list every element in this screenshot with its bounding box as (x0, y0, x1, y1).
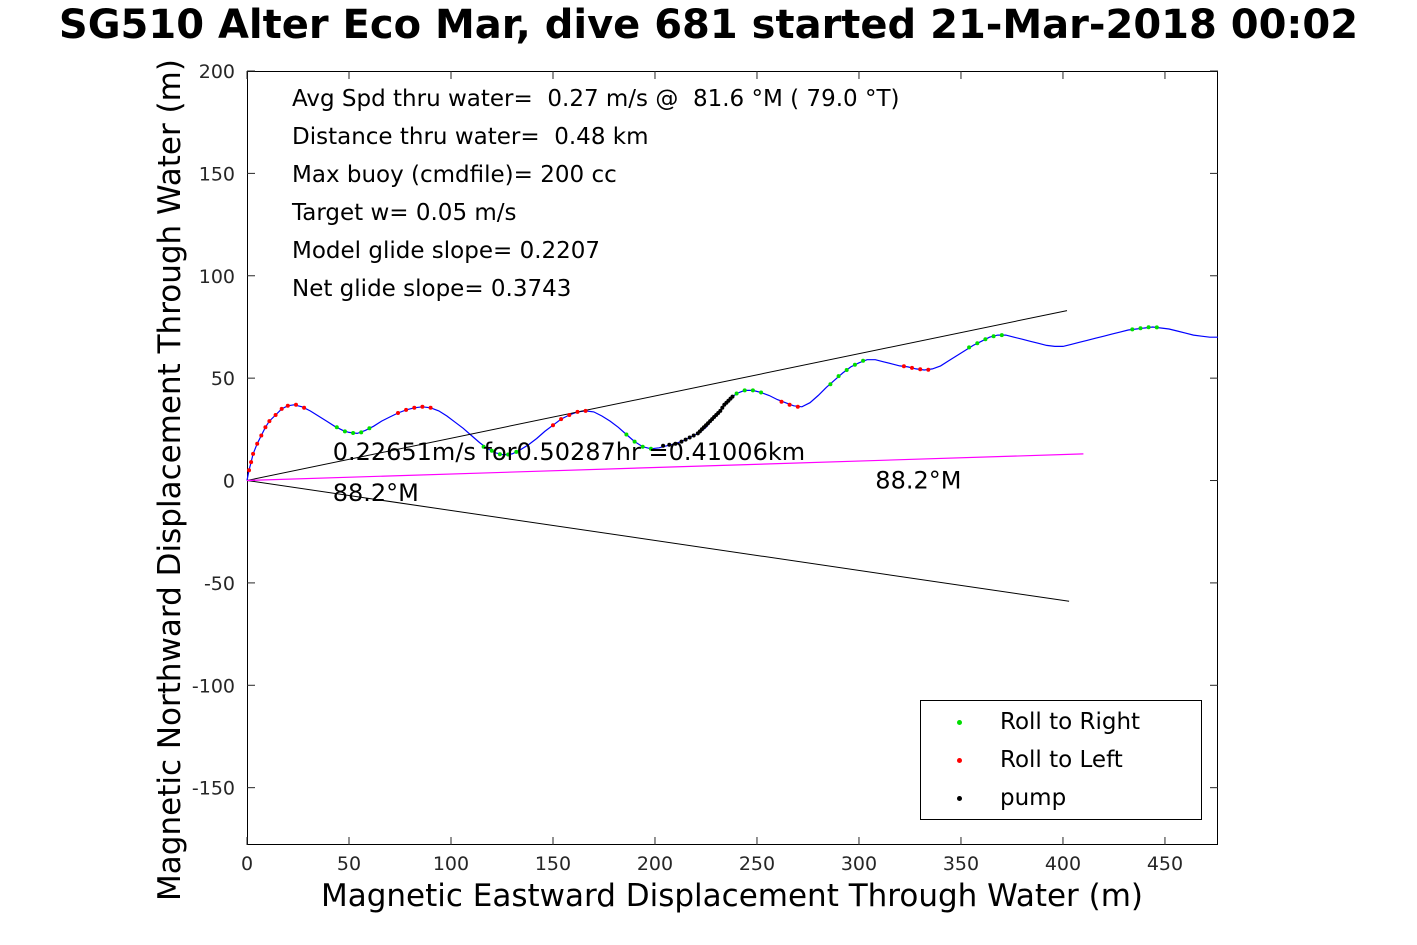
legend-entry-roll-right: Roll to Right (921, 703, 1201, 741)
x-axis-label: Magnetic Eastward Displacement Through W… (320, 878, 1144, 914)
stat-target-w: Target w= 0.05 m/s (292, 200, 517, 226)
y-tick-label: 0 (223, 471, 235, 493)
x-tick-label: 0 (241, 853, 253, 875)
roll-left-marker-icon (957, 757, 962, 763)
x-tick-label: 100 (433, 853, 469, 875)
x-tick-label: 300 (841, 853, 877, 875)
stat-max-buoy: Max buoy (cmdfile)= 200 cc (292, 162, 617, 188)
x-tick-label: 150 (535, 853, 571, 875)
y-tick-label: 100 (199, 266, 235, 288)
series-bearing-fan-upper (246, 310, 1068, 481)
roll-right-marker-icon (957, 719, 962, 725)
markers-pump (661, 394, 735, 448)
legend-entry-pump: pump (921, 779, 1201, 817)
plot-annotation-1: 88.2°M (333, 479, 419, 507)
legend-label: pump (1000, 785, 1067, 811)
stat-net-glide: Net glide slope= 0.3743 (292, 276, 572, 302)
series-bearing-fan-lower (246, 480, 1070, 602)
y-tick-label: -150 (192, 778, 235, 800)
plot-annotation-2: 88.2°M (875, 467, 961, 495)
y-tick-label: 150 (199, 163, 235, 185)
x-tick-label: 400 (1045, 853, 1081, 875)
stat-distance: Distance thru water= 0.48 km (292, 124, 649, 150)
y-tick-label: -50 (204, 573, 235, 595)
stats-annotation-block: Avg Spd thru water= 0.27 m/s @ 81.6 °M (… (292, 80, 899, 308)
markers-roll-to-right (334, 325, 1159, 457)
x-tick-label: 450 (1147, 853, 1183, 875)
legend-label: Roll to Left (1000, 747, 1123, 773)
x-tick-label: 250 (739, 853, 775, 875)
legend-entry-roll-left: Roll to Left (921, 741, 1201, 779)
markers-roll-to-left (247, 364, 931, 473)
figure-title: SG510 Alter Eco Mar, dive 681 started 21… (58, 2, 1359, 48)
stat-avg-speed: Avg Spd thru water= 0.27 m/s @ 81.6 °M (… (292, 86, 900, 112)
series-avg-displacement-line (246, 453, 1084, 482)
plot-annotation-0: 0.22651m/s for0.50287hr =0.41006km (333, 438, 805, 466)
pump-marker-icon (957, 795, 962, 801)
y-tick-label: 200 (199, 61, 235, 83)
x-tick-label: 200 (637, 853, 673, 875)
y-tick-label: 50 (211, 368, 235, 390)
x-tick-label: 350 (943, 853, 979, 875)
legend-label: Roll to Right (1000, 709, 1141, 735)
y-tick-label: -100 (192, 675, 235, 697)
x-tick-label: 50 (337, 853, 361, 875)
stat-model-glide: Model glide slope= 0.2207 (292, 238, 601, 264)
legend: Roll to Right Roll to Left pump (920, 700, 1202, 820)
axes-box (247, 71, 1218, 845)
